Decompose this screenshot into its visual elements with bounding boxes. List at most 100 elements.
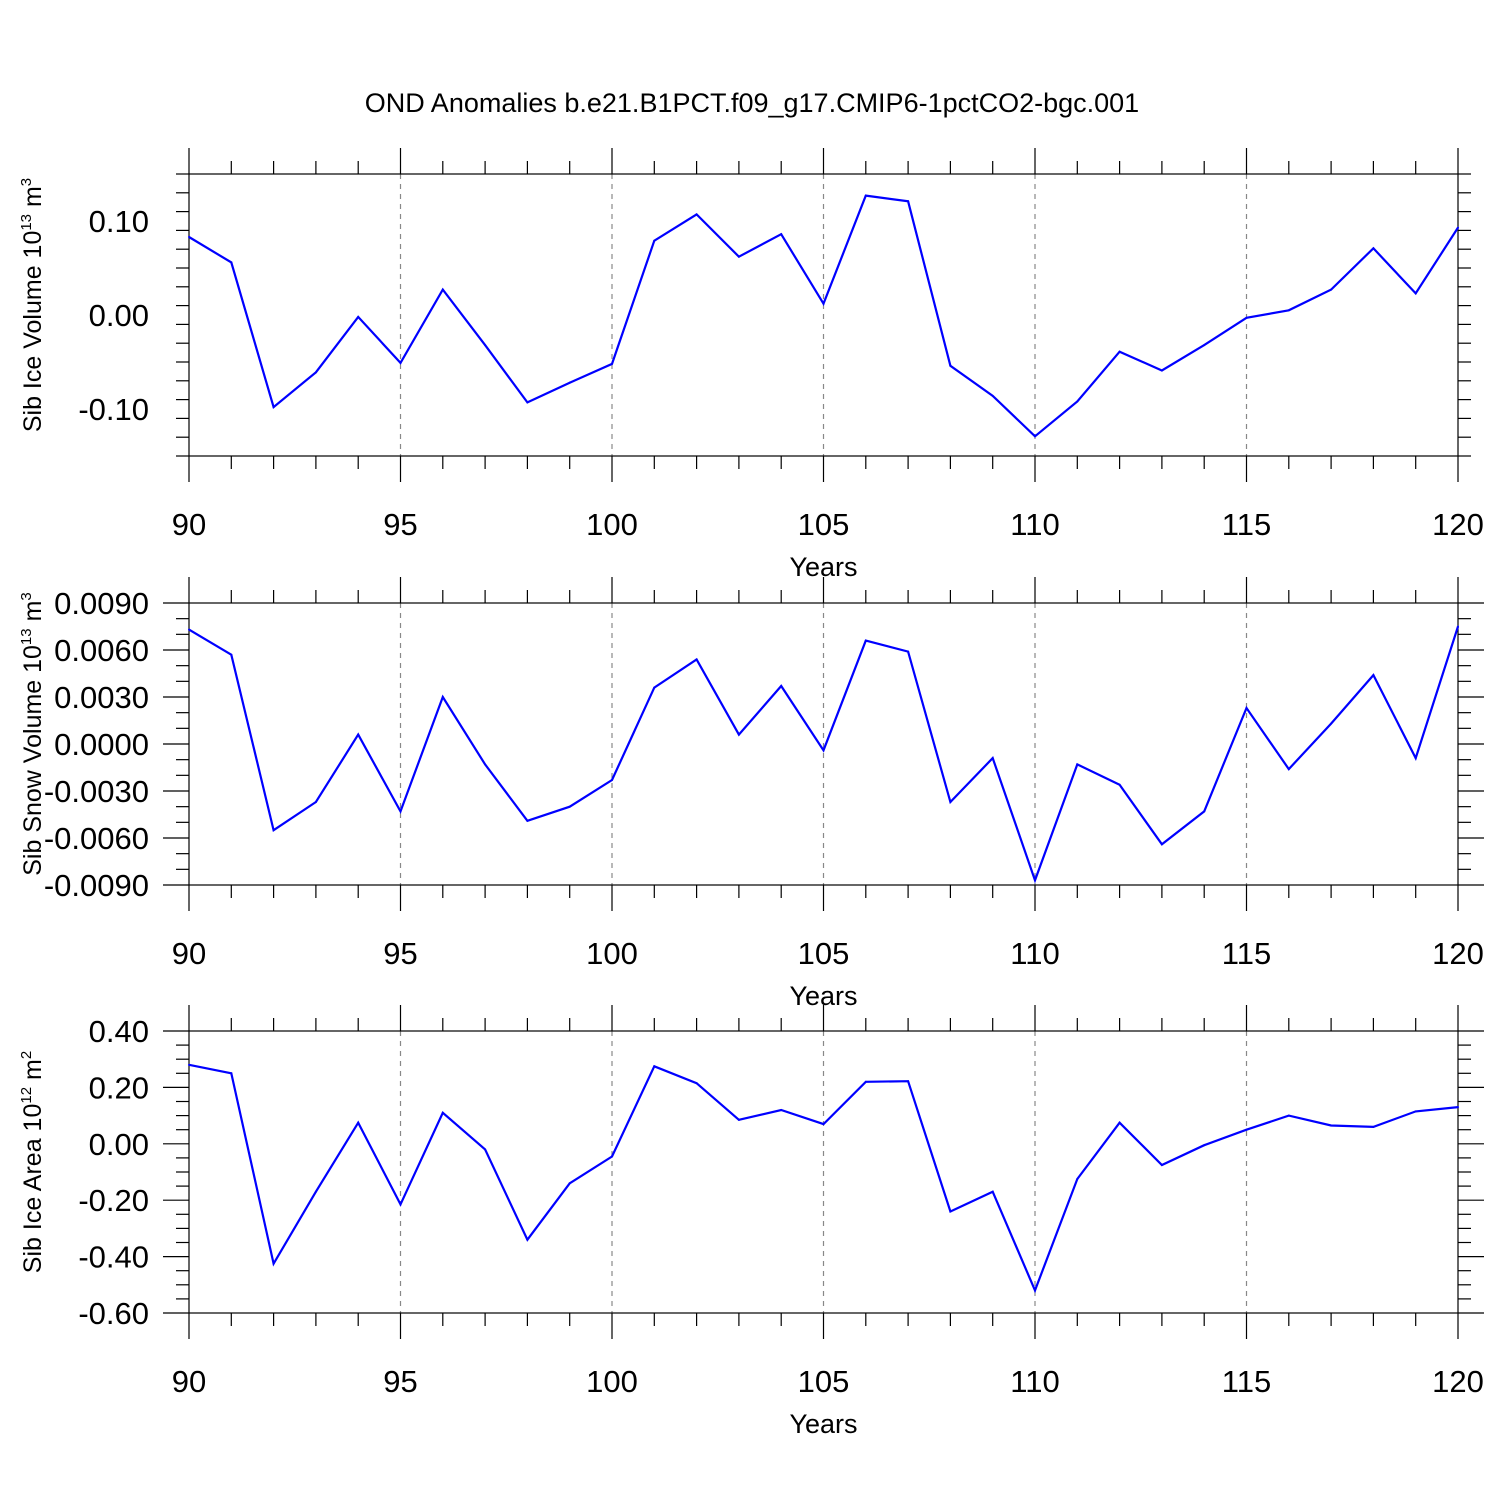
data-point	[864, 639, 867, 642]
data-point	[864, 194, 867, 197]
data-point	[864, 1080, 867, 1083]
x-tick-label: 90	[172, 936, 206, 971]
data-point	[1414, 757, 1417, 760]
y-tick-label: -0.40	[78, 1240, 149, 1275]
data-point	[568, 805, 571, 808]
data-point	[949, 1210, 952, 1213]
data-point	[1203, 1144, 1206, 1147]
data-point	[1287, 1114, 1290, 1117]
data-point	[1372, 1125, 1375, 1128]
panel-sib-snow-volume: 90 95 100 105 110 115 120 -0.0090 -0.0060 -0.003…	[18, 577, 1484, 1011]
data-point	[991, 394, 994, 397]
data-point	[1457, 1106, 1459, 1109]
data-point	[780, 1108, 783, 1111]
data-point	[780, 233, 783, 236]
data-point	[653, 686, 656, 689]
data-point	[822, 749, 825, 752]
y-tick-labels: -0.10 0.00 0.10	[78, 204, 149, 427]
tick-marks	[163, 1005, 1484, 1339]
y-tick-label: -0.0090	[44, 868, 149, 903]
data-point	[611, 779, 613, 782]
x-tick-label: 95	[383, 1364, 417, 1399]
data-point	[822, 302, 825, 305]
data-point	[1330, 722, 1333, 725]
x-tick-label: 110	[1010, 936, 1059, 971]
data-point	[1245, 1128, 1248, 1131]
data-point	[822, 1123, 825, 1126]
data-point	[1034, 879, 1036, 882]
data-point	[526, 1238, 529, 1241]
data-point	[568, 1182, 571, 1185]
data-point	[314, 800, 317, 803]
data-point	[1160, 369, 1163, 372]
data-point	[526, 401, 529, 404]
x-tick-label: 110	[1010, 507, 1059, 542]
data-point	[314, 371, 317, 374]
data-point	[272, 406, 275, 409]
y-tick-label: -0.0060	[44, 821, 149, 856]
data-point	[780, 685, 783, 688]
data-point	[907, 1080, 910, 1083]
x-tick-label: 110	[1010, 1364, 1059, 1399]
x-tick-labels: 90 95 100 105 110 115 120	[172, 1364, 1484, 1399]
x-tick-label: 90	[172, 1364, 206, 1399]
data-point	[737, 255, 740, 258]
data-point	[695, 658, 698, 661]
data-point	[230, 653, 233, 656]
x-axis-title: Years	[789, 1409, 857, 1439]
data-point	[737, 733, 740, 736]
y-axis-title: Sib Snow Volume 1013 m3	[18, 592, 47, 876]
data-point	[907, 650, 910, 653]
x-tick-label: 115	[1222, 936, 1271, 971]
x-tick-label: 115	[1222, 507, 1271, 542]
data-point	[1034, 1289, 1036, 1292]
data-point	[991, 757, 994, 760]
x-tick-label: 100	[586, 1364, 638, 1399]
data-point	[357, 1121, 360, 1124]
panel-sib-ice-area: 90 95 100 105 110 115 120 -0.60 -0.40 -0.20 0.00 0…	[18, 1005, 1484, 1439]
y-tick-label: 0.00	[89, 298, 149, 333]
data-point	[272, 1262, 275, 1265]
x-tick-label: 95	[383, 507, 417, 542]
plot-frame	[188, 173, 1459, 457]
data-point	[949, 364, 952, 367]
data-point	[441, 288, 444, 291]
data-point	[1034, 435, 1036, 438]
data-point	[526, 819, 529, 822]
data-point	[1457, 625, 1459, 628]
y-tick-label: 0.0060	[54, 633, 149, 668]
data-point	[1118, 783, 1121, 786]
y-tick-label: 0.20	[89, 1070, 149, 1105]
data-point	[1372, 674, 1375, 677]
x-tick-label: 105	[798, 507, 850, 542]
x-tick-label: 90	[172, 507, 206, 542]
data-point	[484, 763, 487, 766]
data-point	[1076, 400, 1079, 403]
x-tick-label: 120	[1432, 507, 1484, 542]
y-tick-label: 0.10	[89, 204, 149, 239]
x-tick-labels: 90 95 100 105 110 115 120	[172, 507, 1484, 542]
x-tick-label: 120	[1432, 936, 1484, 971]
data-point	[737, 1118, 740, 1121]
figure-title: OND Anomalies b.e21.B1PCT.f09_g17.CMIP6-…	[365, 88, 1139, 118]
grid-lines	[399, 1031, 1248, 1313]
data-point	[230, 1072, 233, 1075]
y-tick-label: 0.0030	[54, 680, 149, 715]
data-point	[1203, 344, 1206, 347]
data-point	[653, 1065, 656, 1068]
data-point	[1372, 247, 1375, 250]
data-point	[1245, 706, 1248, 709]
x-tick-label: 105	[798, 1364, 850, 1399]
data-point	[695, 1082, 698, 1085]
data-point	[1330, 1124, 1333, 1127]
data-point	[188, 235, 190, 238]
data-point	[1287, 309, 1290, 312]
data-point	[1330, 288, 1333, 291]
data-points	[188, 194, 1459, 438]
x-tick-label: 105	[798, 936, 850, 971]
x-tick-labels: 90 95 100 105 110 115 120	[172, 936, 1484, 971]
y-tick-label: -0.0030	[44, 774, 149, 809]
data-point	[1245, 316, 1248, 319]
y-tick-label: -0.60	[78, 1296, 149, 1331]
